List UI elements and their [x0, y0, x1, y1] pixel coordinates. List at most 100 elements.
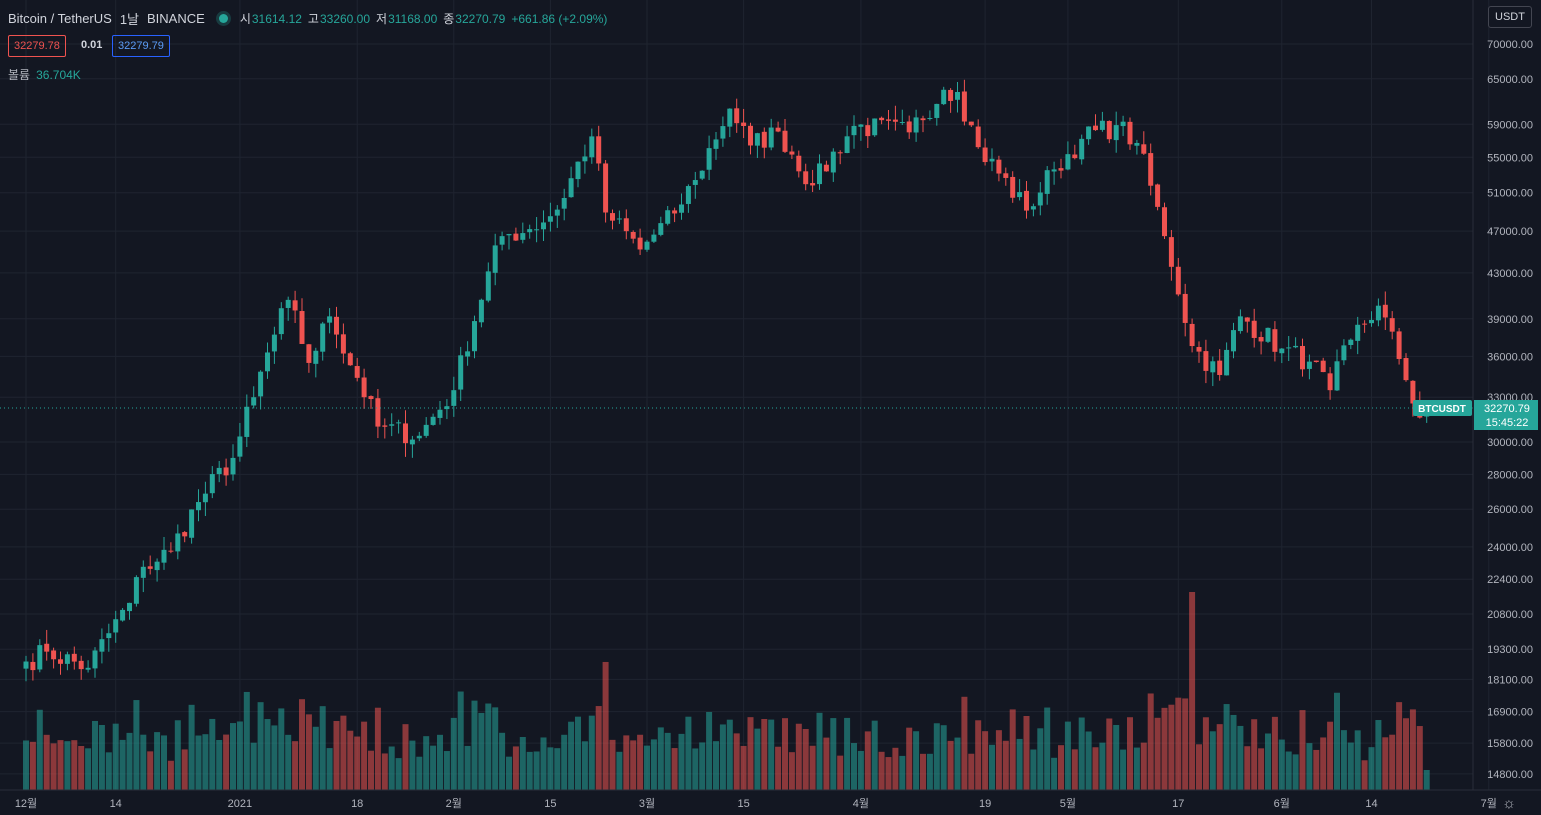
- market-status-icon[interactable]: [218, 14, 228, 23]
- price-tick-label: 14800.00: [1487, 769, 1533, 781]
- candle-body: [1334, 361, 1340, 391]
- volume-bar: [374, 707, 381, 790]
- candle-body: [913, 117, 919, 133]
- volume-bar: [637, 734, 644, 790]
- candle-body: [292, 300, 298, 311]
- volume-bar: [740, 745, 747, 790]
- time-axis[interactable]: 12월 14 2021 18 2월 15 3월 15 4월 19 5월 17 6월 14 7월: [15, 797, 1497, 810]
- volume-bar: [98, 724, 105, 790]
- volume-bar: [1278, 739, 1285, 790]
- volume-bar: [1064, 721, 1071, 790]
- candle-body: [610, 213, 615, 221]
- candle-body: [644, 241, 650, 250]
- volume-bar: [581, 741, 588, 790]
- time-tick-label: 6월: [1274, 797, 1290, 810]
- volume-bar: [1202, 717, 1209, 790]
- volume-bar: [285, 734, 292, 790]
- candle-body: [899, 122, 905, 124]
- candle-body: [968, 121, 974, 126]
- candle-body: [810, 183, 816, 186]
- low-label: 저: [376, 12, 388, 26]
- volume-bar: [1030, 749, 1037, 790]
- volume-bar: [402, 724, 409, 790]
- volume-bar: [1299, 710, 1306, 790]
- interval-label[interactable]: 1날: [119, 12, 140, 27]
- price-axis[interactable]: 70000.00 65000.00 59000.00 55000.00 51000.00…: [1487, 39, 1533, 781]
- volume-bar: [430, 745, 437, 790]
- settings-gear-icon[interactable]: ☼: [1502, 795, 1516, 812]
- high-label: 고: [307, 12, 319, 26]
- volume-bar: [692, 748, 699, 790]
- volume-bar: [768, 719, 775, 790]
- volume-bar: [995, 730, 1002, 790]
- time-tick-label: 7월: [1481, 797, 1497, 810]
- spread-value: 0.01: [81, 39, 103, 51]
- price-tick-label: 39000.00: [1487, 314, 1533, 326]
- candle-body: [423, 424, 429, 436]
- candle-body: [237, 436, 243, 457]
- candle-body: [1410, 380, 1416, 404]
- price-tick-label: 18100.00: [1487, 674, 1533, 686]
- candle-body: [58, 659, 63, 664]
- volume-bar: [340, 715, 347, 790]
- volume-bar: [499, 732, 506, 790]
- candle-body: [892, 119, 898, 122]
- volume-label: 볼륨: [8, 68, 31, 82]
- candle-body: [299, 311, 305, 344]
- volume-bar: [726, 719, 733, 790]
- candle-body: [451, 390, 457, 406]
- currency-button[interactable]: USDT: [1488, 6, 1532, 28]
- candle-body: [879, 117, 885, 121]
- volume-bar: [885, 757, 892, 790]
- candle-body: [1293, 345, 1299, 348]
- candle-body: [306, 344, 312, 363]
- volume-bar: [1002, 740, 1009, 790]
- candle-body: [748, 125, 753, 146]
- candle-body: [975, 126, 981, 148]
- candle-body: [1037, 192, 1043, 206]
- candle-body: [796, 155, 802, 172]
- time-tick-label: 2월: [446, 797, 462, 810]
- candle-body: [327, 316, 333, 323]
- candles: [23, 79, 1430, 682]
- last-price-box: [1474, 400, 1538, 430]
- candle-body: [541, 222, 546, 230]
- close-label: 종: [443, 12, 455, 26]
- volume-bar: [1423, 770, 1430, 790]
- candle-body: [430, 416, 436, 425]
- candle-body: [244, 406, 250, 437]
- volume-legend[interactable]: 볼륨 36.704K: [8, 66, 81, 83]
- sell-button[interactable]: 32279.78: [8, 35, 66, 57]
- volume-bar: [989, 744, 995, 790]
- volume-bar: [23, 740, 29, 790]
- volume-bar: [1051, 757, 1058, 790]
- candle-body: [230, 457, 236, 475]
- candle-body: [1106, 121, 1112, 140]
- candle-body: [340, 334, 346, 354]
- volume-bar: [361, 721, 368, 790]
- volume-bar: [471, 700, 478, 790]
- volume-bar: [1347, 742, 1354, 790]
- candle-body: [1072, 154, 1078, 159]
- volume-bar: [1216, 724, 1223, 790]
- candle-body: [1237, 316, 1243, 332]
- volume-bar: [112, 723, 119, 790]
- symbol-name[interactable]: Bitcoin / TetherUS: [8, 11, 112, 26]
- candle-body: [1258, 337, 1264, 342]
- candle-body: [182, 532, 188, 537]
- candle-body: [499, 236, 505, 245]
- price-tick-label: 30000.00: [1487, 437, 1533, 449]
- candle-body: [554, 209, 560, 216]
- volume-bar: [809, 745, 816, 790]
- candle-body: [278, 308, 284, 335]
- volume-bar: [64, 741, 71, 790]
- buy-button[interactable]: 32279.79: [112, 35, 170, 57]
- volume-bar: [1292, 754, 1299, 790]
- volume-bar: [409, 740, 416, 790]
- volume-bar: [271, 725, 278, 790]
- volume-bar: [706, 711, 713, 790]
- time-tick-label: 14: [1365, 798, 1377, 810]
- candle-body: [382, 425, 388, 427]
